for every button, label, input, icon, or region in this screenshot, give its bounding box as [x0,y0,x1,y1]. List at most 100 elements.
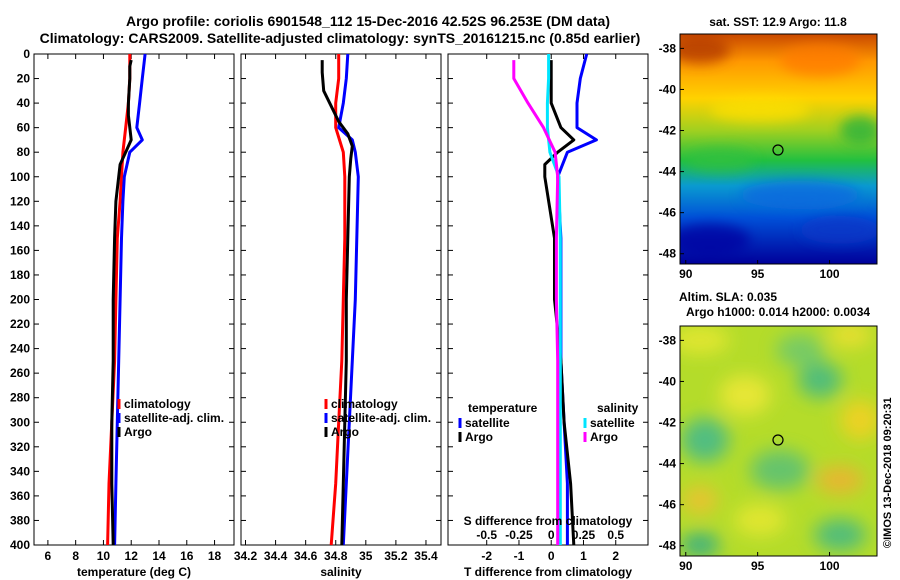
map-y-tick-label: -46 [659,498,677,512]
series-temperature-argo [543,60,576,546]
map-y-tick-label: -40 [659,82,677,96]
figure-title-line1: Argo profile: coriolis 6901548_112 15-De… [126,13,610,29]
x-tick-label: 34.4 [264,549,288,563]
map-x-tick-label: 90 [679,559,693,573]
y-tick-label: 160 [10,243,30,257]
y-tick-label: 80 [17,145,31,159]
x-tick-label: 12 [125,549,139,563]
x-top-tick-label: 0.25 [572,528,596,542]
legend-entry: climatology [124,397,191,411]
series-argo [110,59,133,546]
series-salinity-satellite [545,54,562,545]
figure-title-line2: Climatology: CARS2009. Satellite-adjuste… [40,30,641,46]
x-tick-label: 35.4 [414,549,438,563]
argo-location-marker-sla [772,434,784,446]
x-tick-label: -1 [514,549,525,563]
legend-title-salinity: salinity [597,401,639,415]
profile-panels: 0204060801001201401601802002202402602803… [10,47,649,579]
y-tick-label: 60 [17,121,31,135]
y-tick-label: 40 [17,96,31,110]
sla-map: Altim. SLA: 0.035 Argo h1000: 0.014 h200… [659,290,878,573]
x-tick-label: 18 [208,549,222,563]
x-axis-label: salinity [320,565,362,579]
series-satellite-adj-clim- [337,53,360,546]
x-tick-label: -2 [481,549,492,563]
legend-entry: Argo [124,425,152,439]
x-tick-label: 2 [612,549,619,563]
x-tick-label: 10 [97,549,111,563]
series-temperature-satellite [556,53,598,545]
legend-entry: Argo [465,430,493,444]
panel-difference: -2 -1 0 1 2 T difference from climatology temp… [447,53,649,579]
sst-map-title: sat. SST: 12.9 Argo: 11.8 [709,15,847,29]
argo-location-marker [772,144,784,156]
x-tick-label: 34.8 [324,549,348,563]
panel-frame [240,53,442,546]
panel-frame [33,53,235,546]
map-y-tick-label: -46 [659,206,677,220]
series-salinity-argo [512,60,560,545]
map-x-tick-label: 90 [679,267,693,281]
x-tick-label: 34.2 [234,549,258,563]
map-y-tick-label: -48 [659,539,677,553]
x-tick-label: 0 [548,549,555,563]
y-tick-label: 200 [10,293,30,307]
series-satellite-adj-clim- [113,53,147,546]
y-tick-label: 300 [10,415,30,429]
y-tick-label: 220 [10,317,30,331]
credit-text: ©IMOS 13-Dec-2018 09:20:31 [882,397,894,548]
y-tick-label: 120 [10,194,30,208]
x-tick-label: 1 [580,549,587,563]
x-top-axis-label: S difference from climatology [464,514,633,528]
sst-map-frame [679,33,878,265]
x-top-tick-label: -0.25 [505,528,533,542]
y-tick-label: 100 [10,170,30,184]
y-tick-label: 340 [10,464,30,478]
legend-title-temperature: temperature [468,401,538,415]
legend-entry: satellite-adj. clim. [331,411,431,425]
x-tick-label: 16 [180,549,194,563]
series-argo [320,60,354,546]
map-x-tick-label: 100 [820,267,840,281]
legend-entry: Argo [590,430,618,444]
x-top-tick-label: 0 [548,528,555,542]
legend-entry: Argo [331,425,359,439]
map-y-tick-label: -40 [659,374,677,388]
map-x-tick-label: 100 [820,559,840,573]
y-tick-label: 180 [10,268,30,282]
map-y-tick-label: -42 [659,124,677,138]
map-y-tick-label: -42 [659,416,677,430]
y-tick-label: 240 [10,342,30,356]
y-tick-label: 320 [10,440,30,454]
map-y-tick-label: -44 [659,457,677,471]
map-y-tick-label: -48 [659,247,677,261]
y-tick-label: 140 [10,219,30,233]
sst-map: sat. SST: 12.9 Argo: 11.8 90 95 100 -38 -40 -… [659,15,878,281]
map-x-tick-label: 95 [751,267,765,281]
x-tick-label: 14 [152,549,166,563]
y-tick-label: 380 [10,513,30,527]
panel-salinity: 34.2 34.4 34.6 34.8 35 35.2 35.4 salinity climat… [234,53,442,579]
sla-map-subtitle: Argo h1000: 0.014 h2000: 0.0034 [686,305,870,319]
y-tick-label: 20 [17,72,31,86]
map-y-tick-label: -44 [659,165,677,179]
sla-map-axes: 90 95 100 -38 -40 -42 -44 -46 -48 [659,333,840,573]
x-axis-label: T difference from climatology [464,565,632,579]
x-tick-label: 34.6 [294,549,318,563]
x-tick-label: 35 [359,549,373,563]
y-tick-label: 0 [23,47,30,61]
series-climatology [329,54,347,546]
x-top-tick-label: -0.5 [476,528,497,542]
x-tick-label: 6 [45,549,52,563]
x-tick-label: 8 [72,549,79,563]
x-axis-label: temperature (deg C) [77,565,191,579]
panel-temperature: 0 20 40 60 80 100 120 140 160 180 200 220 240 260 280 3… [10,47,235,579]
sst-map-axes: 90 95 100 -38 -40 -42 -44 -46 -48 [659,41,840,281]
map-x-tick-label: 95 [751,559,765,573]
y-tick-label: 360 [10,489,30,503]
legend-entry: climatology [331,397,398,411]
y-tick-label: 400 [10,538,30,552]
sla-map-frame [679,325,878,557]
